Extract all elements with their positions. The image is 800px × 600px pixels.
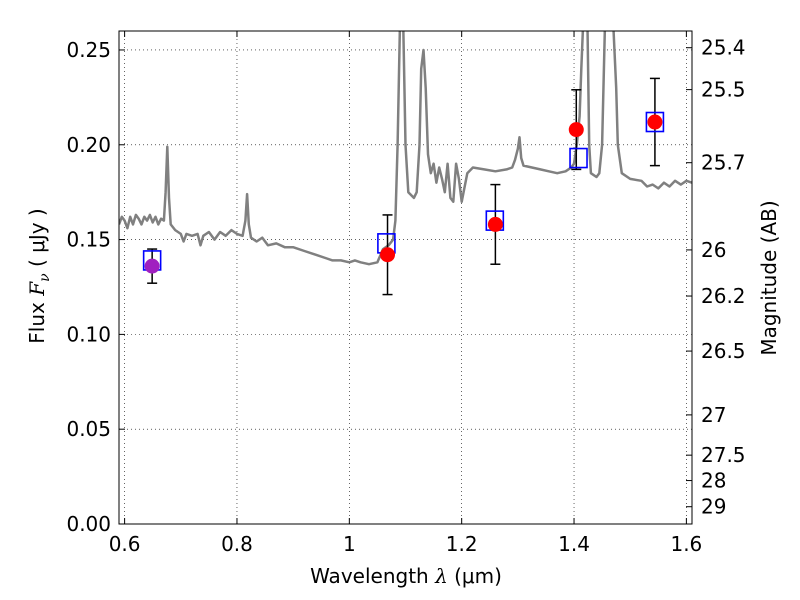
y-tick-label: 0.25	[66, 38, 111, 62]
x-axis-label: Wavelength λ (μm)	[310, 564, 502, 588]
y-tick-label: 0.10	[66, 322, 111, 346]
mag-tick-label: 25.5	[701, 78, 746, 102]
mag-tick-label: 26.5	[701, 339, 746, 363]
y-tick-label: 0.05	[66, 417, 111, 441]
mag-tick-label: 26	[701, 238, 726, 262]
plot-frame	[118, 30, 693, 525]
x-tick-label: 1	[343, 532, 356, 556]
mag-tick-label: 26.2	[701, 284, 746, 308]
y-label-subscript: ν	[37, 273, 53, 282]
ticks: 0.6 0.8 1 1.2 1.4 1.6 0.00 0.05 0.10 0.15 0.20 0.25…	[66, 31, 746, 556]
x-tick-label: 1.6	[670, 532, 702, 556]
x-tick-label: 0.8	[221, 532, 253, 556]
y-label-prefix: Flux	[25, 296, 49, 344]
y-tick-label: 0.00	[66, 512, 111, 536]
mag-tick-label: 28	[701, 469, 726, 493]
x-label-unit: (μm)	[448, 564, 502, 588]
y-tick-label: 0.20	[66, 133, 111, 157]
model-photometry-square	[645, 111, 665, 133]
y-label-symbol: F	[25, 281, 49, 297]
observed-photometry-point	[568, 122, 584, 138]
mag-tick-label: 27	[701, 403, 726, 427]
x-tick-label: 1.2	[446, 532, 478, 556]
x-tick-label: 1.4	[558, 532, 590, 556]
x-tick-label: 0.6	[109, 532, 141, 556]
square-layer	[142, 111, 665, 271]
mag-tick-label: 25.7	[701, 151, 746, 175]
x-label-prefix: Wavelength	[310, 564, 435, 588]
y-label-unit: ( μJy )	[25, 208, 49, 273]
y-axis-label-left: Flux Fν ( μJy )	[25, 208, 53, 343]
model-photometry-square	[569, 147, 588, 169]
mag-tick-label: 25.4	[701, 36, 746, 60]
mag-tick-label: 29	[701, 495, 726, 519]
observed-photometry-point	[487, 216, 503, 232]
circle-layer	[144, 114, 663, 274]
mag-tick-label: 27.5	[701, 443, 746, 467]
observed-photometry-point	[647, 114, 663, 130]
observed-photometry-point	[380, 247, 396, 263]
spectrum-layer	[119, 31, 692, 266]
observed-photometry-point	[144, 258, 160, 274]
x-label-symbol: λ	[434, 564, 448, 588]
y-axis-label-right: Magnitude (AB)	[757, 200, 781, 355]
errorbar-layer	[147, 77, 660, 296]
spectrum-line	[119, 31, 692, 266]
y-tick-label: 0.15	[66, 228, 111, 252]
